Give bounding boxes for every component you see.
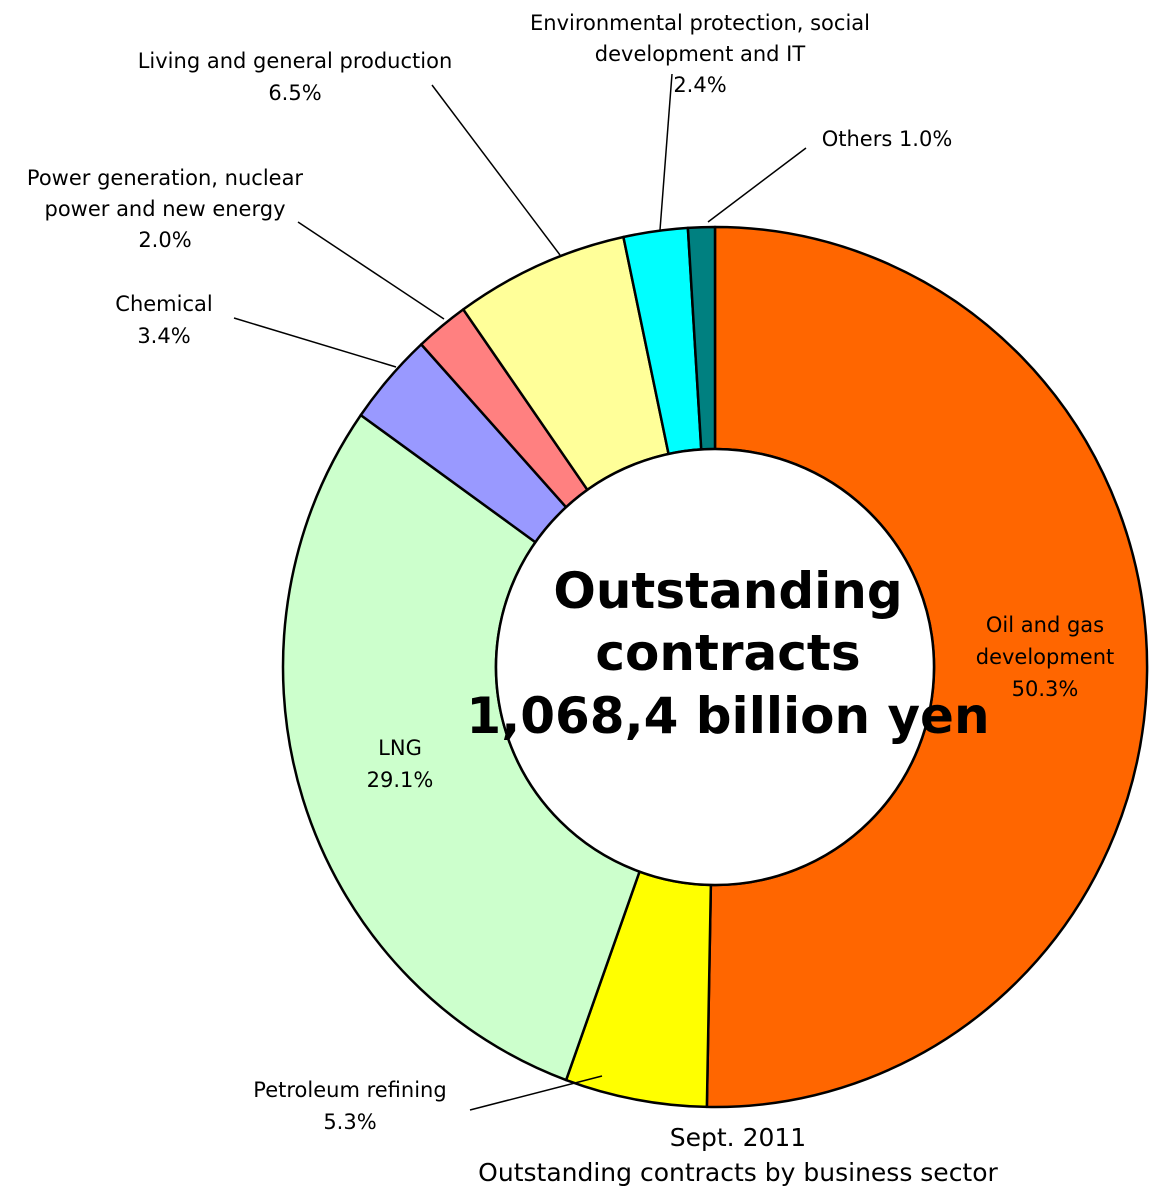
slice-label-oil-gas-line-2: development [976, 645, 1115, 669]
slice-label-petroleum-line-1: Petroleum refining [253, 1078, 446, 1102]
leader-line-others [707, 147, 807, 223]
leader-line-power [297, 221, 445, 320]
slice-percent-oil-gas: 50.3% [1012, 677, 1079, 701]
slice-label-environment-line-2: development and IT [595, 42, 806, 66]
leader-line-petroleum [469, 1075, 603, 1111]
footer-caption: Outstanding contracts by business sector [478, 1158, 998, 1187]
slice-percent-petroleum: 5.3% [323, 1110, 376, 1134]
slice-percent-power: 2.0% [138, 228, 191, 252]
leader-line-environment [659, 73, 673, 231]
slice-percent-living: 6.5% [268, 81, 321, 105]
center-label-line-2: contracts [595, 624, 860, 682]
slice-label-power-line-1: Power generation, nuclear [27, 166, 304, 190]
slices-layer [281, 225, 1149, 1109]
slice-label-living-line-1: Living and general production [138, 49, 453, 73]
center-label-line-1: Outstanding [553, 562, 902, 620]
slice-label-chemical-line-1: Chemical [115, 292, 212, 316]
leader-lines-layer [233, 73, 807, 1111]
slice-percent-environment: 2.4% [673, 73, 726, 97]
slice-label-power-line-2: power and new energy [44, 197, 285, 221]
slice-labels-layer: Oil and gas development 50.3% Petroleum ref… [27, 11, 1114, 1134]
center-label-line-3: 1,068,4 billion yen [466, 687, 989, 745]
leader-line-chemical [233, 317, 397, 368]
slice-label-others-line-1: Others 1.0% [822, 127, 953, 151]
slice-label-oil-gas-line-1: Oil and gas [986, 613, 1104, 637]
footer-date: Sept. 2011 [670, 1123, 806, 1152]
leader-line-living [431, 84, 561, 256]
slice-percent-chemical: 3.4% [137, 324, 190, 348]
donut-hole [494, 447, 936, 887]
slice-percent-lng: 29.1% [367, 768, 434, 792]
slice-label-environment-line-1: Environmental protection, social [530, 11, 870, 35]
slice-label-lng-line-1: LNG [378, 736, 422, 760]
